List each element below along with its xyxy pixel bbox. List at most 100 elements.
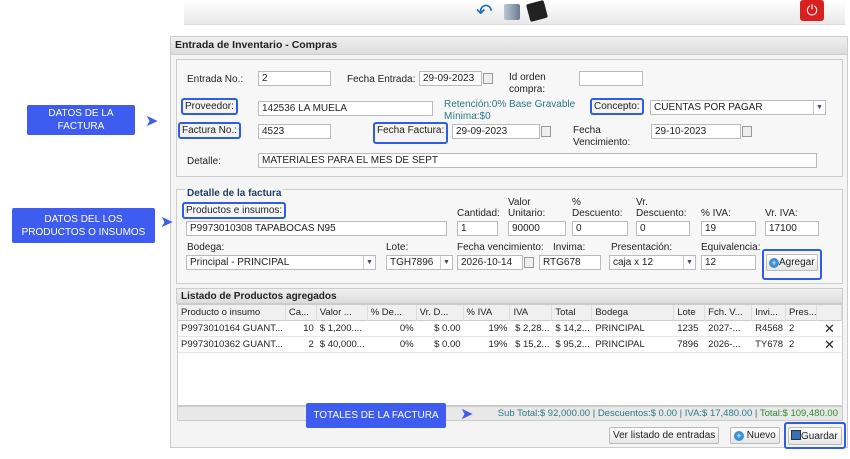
invoice-header-fieldset: Entrada No.: 2 Fecha Entrada: 29-09-2023… xyxy=(176,59,843,177)
table-cell: P9973010362 GUANT... xyxy=(181,339,283,350)
agregar-label: Agregar xyxy=(779,257,815,268)
arrow-right-icon: ➤ xyxy=(160,214,174,231)
proveedor-label: Proveedor: xyxy=(181,98,238,115)
calendar-icon[interactable] xyxy=(524,257,534,268)
calendar-icon[interactable] xyxy=(483,73,493,84)
cantidad-label: Cantidad: xyxy=(457,208,500,219)
table-row[interactable]: P9973010362 GUANT... 2 $ 40,000... 0% $ 0.00… xyxy=(178,337,842,353)
invima-input[interactable]: RTG678 xyxy=(539,255,601,270)
pdesc-input[interactable]: 0 xyxy=(572,221,628,236)
chevron-down-icon[interactable]: ▼ xyxy=(363,256,375,269)
iva-total: IVA:$ 17,480.00 xyxy=(684,408,753,419)
productos-input[interactable]: P9973010308 TAPABOCAS N95 xyxy=(186,221,447,236)
table-row[interactable]: P9973010164 GUANT... 10 $ 1,200.... 0% $ 0.0… xyxy=(178,321,842,337)
guardar-highlight: Guardar xyxy=(784,422,846,449)
column-header[interactable]: Fch. V... xyxy=(705,304,753,321)
server-icon[interactable] xyxy=(504,4,520,20)
lote-select[interactable]: TGH7896 ▼ xyxy=(386,255,453,270)
fecha-entrada-input[interactable]: 29-09-2023 xyxy=(419,71,493,86)
column-header[interactable]: % De... xyxy=(368,304,417,321)
fecha-venc-label: Fecha Vencimiento: xyxy=(573,125,631,148)
fecha-venc-input[interactable]: 29-10-2023 xyxy=(651,124,752,139)
column-header-empty xyxy=(817,304,842,321)
table-cell: P9973010164 GUANT... xyxy=(181,323,283,334)
table-cell: 2 xyxy=(789,339,795,350)
pres-select[interactable]: caja x 12 ▼ xyxy=(609,255,696,270)
save-icon xyxy=(791,430,801,440)
table-cell: TY678 xyxy=(755,339,784,350)
entrada-no-input[interactable]: 2 xyxy=(258,71,331,86)
delete-row-icon[interactable]: ✕ xyxy=(824,336,835,352)
column-header[interactable]: Pres... xyxy=(786,304,817,321)
table-cell: 0% xyxy=(399,339,414,350)
column-header[interactable]: IVA xyxy=(510,304,553,321)
column-header[interactable]: Bodega xyxy=(592,304,675,321)
table-cell: R4568 xyxy=(755,323,784,334)
list-title: Listado de Productos agregados xyxy=(176,288,843,304)
piva-input[interactable]: 19 xyxy=(701,221,756,236)
column-header[interactable]: Vr. D... xyxy=(417,304,464,321)
annotation-totales: TOTALES DE LA FACTURA xyxy=(306,403,446,428)
detalle-input[interactable]: MATERIALES PARA EL MES DE SEPT xyxy=(258,153,817,168)
fvenc-input[interactable]: 2026-10-14 xyxy=(457,255,534,270)
proveedor-input[interactable]: 142536 LA MUELA xyxy=(258,101,433,116)
column-header[interactable]: Lote xyxy=(674,304,706,321)
table-cell: PRINCIPAL xyxy=(595,339,645,350)
print-icon[interactable] xyxy=(525,0,549,23)
piva-label: % IVA: xyxy=(701,208,731,219)
concepto-select[interactable]: CUENTAS POR PAGAR ▼ xyxy=(650,100,826,115)
id-orden-label: Id orden compra: xyxy=(509,72,546,95)
vdesc-label: Vr. Descuento: xyxy=(636,197,687,219)
fecha-factura-input[interactable]: 29-09-2023 xyxy=(452,124,551,139)
chevron-down-icon[interactable]: ▼ xyxy=(683,256,695,269)
column-header[interactable]: Total xyxy=(552,304,593,321)
pres-value: caja x 12 xyxy=(613,257,654,268)
table-cell: $ 2,28... xyxy=(515,323,550,334)
column-header[interactable]: Valor ... xyxy=(317,304,368,321)
nuevo-label: Nuevo xyxy=(746,430,776,441)
lote-label: Lote: xyxy=(386,242,409,253)
products-grid: Producto o insumo Ca... Valor ...% De... Vr… xyxy=(177,304,843,406)
agregar-button[interactable]: + Agregar xyxy=(766,254,818,271)
table-cell: 2026-... xyxy=(708,339,741,350)
calendar-icon[interactable] xyxy=(541,126,551,137)
ver-listado-button[interactable]: Ver listado de entradas xyxy=(609,427,720,444)
table-cell: $ 0.00 xyxy=(434,339,461,350)
table-cell: $ 1,200.... xyxy=(319,323,363,334)
retencion-info: Retención:0% Base Gravable Mínima:$0 xyxy=(444,99,576,122)
invoice-detail-fieldset: Detalle de la factura Productos e insumo… xyxy=(176,188,843,284)
chevron-down-icon[interactable]: ▼ xyxy=(440,256,452,269)
power-icon[interactable]: ⏻ xyxy=(800,0,824,21)
bodega-label: Bodega: xyxy=(187,242,225,253)
column-header[interactable]: % IVA xyxy=(464,304,511,321)
fecha-factura-label: Fecha Factura: xyxy=(373,122,449,144)
table-cell: 19% xyxy=(488,339,508,350)
bodega-select[interactable]: Principal - PRINCIPAL ▼ xyxy=(186,255,376,270)
column-header[interactable]: Ca... xyxy=(286,304,317,321)
fecha-factura-value: 29-09-2023 xyxy=(456,126,508,137)
equiv-input[interactable]: 12 xyxy=(701,255,756,270)
column-header[interactable]: Invi... xyxy=(752,304,787,321)
nuevo-button[interactable]: + Nuevo xyxy=(730,427,780,444)
table-cell: $ 0.00 xyxy=(434,323,461,334)
factura-no-input[interactable]: 4523 xyxy=(258,124,331,139)
vdesc-input[interactable]: 0 xyxy=(636,221,690,236)
guardar-button[interactable]: Guardar xyxy=(788,427,842,445)
lote-value: TGH7896 xyxy=(390,257,434,268)
id-orden-input[interactable] xyxy=(579,71,643,86)
calendar-icon[interactable] xyxy=(742,126,752,137)
chevron-down-icon[interactable]: ▼ xyxy=(813,101,825,114)
fecha-entrada-value: 29-09-2023 xyxy=(423,73,475,84)
back-arrow-icon[interactable]: ↶ xyxy=(476,1,493,23)
valor-label: Valor Unitario: xyxy=(508,197,546,219)
table-cell: $ 14,2... xyxy=(555,323,590,334)
column-header[interactable]: Producto o insumo xyxy=(178,304,286,321)
grid-header: Producto o insumo Ca... Valor ...% De... Vr… xyxy=(178,304,842,321)
valor-input[interactable]: 90000 xyxy=(508,221,566,236)
delete-row-icon[interactable]: ✕ xyxy=(824,320,835,336)
table-cell: $ 40,000... xyxy=(319,339,365,350)
table-cell: $ 15,2... xyxy=(515,339,550,350)
cantidad-input[interactable]: 1 xyxy=(457,221,498,236)
viva-input[interactable]: 17100 xyxy=(765,221,819,236)
fvenc-value: 2026-10-14 xyxy=(461,257,513,268)
